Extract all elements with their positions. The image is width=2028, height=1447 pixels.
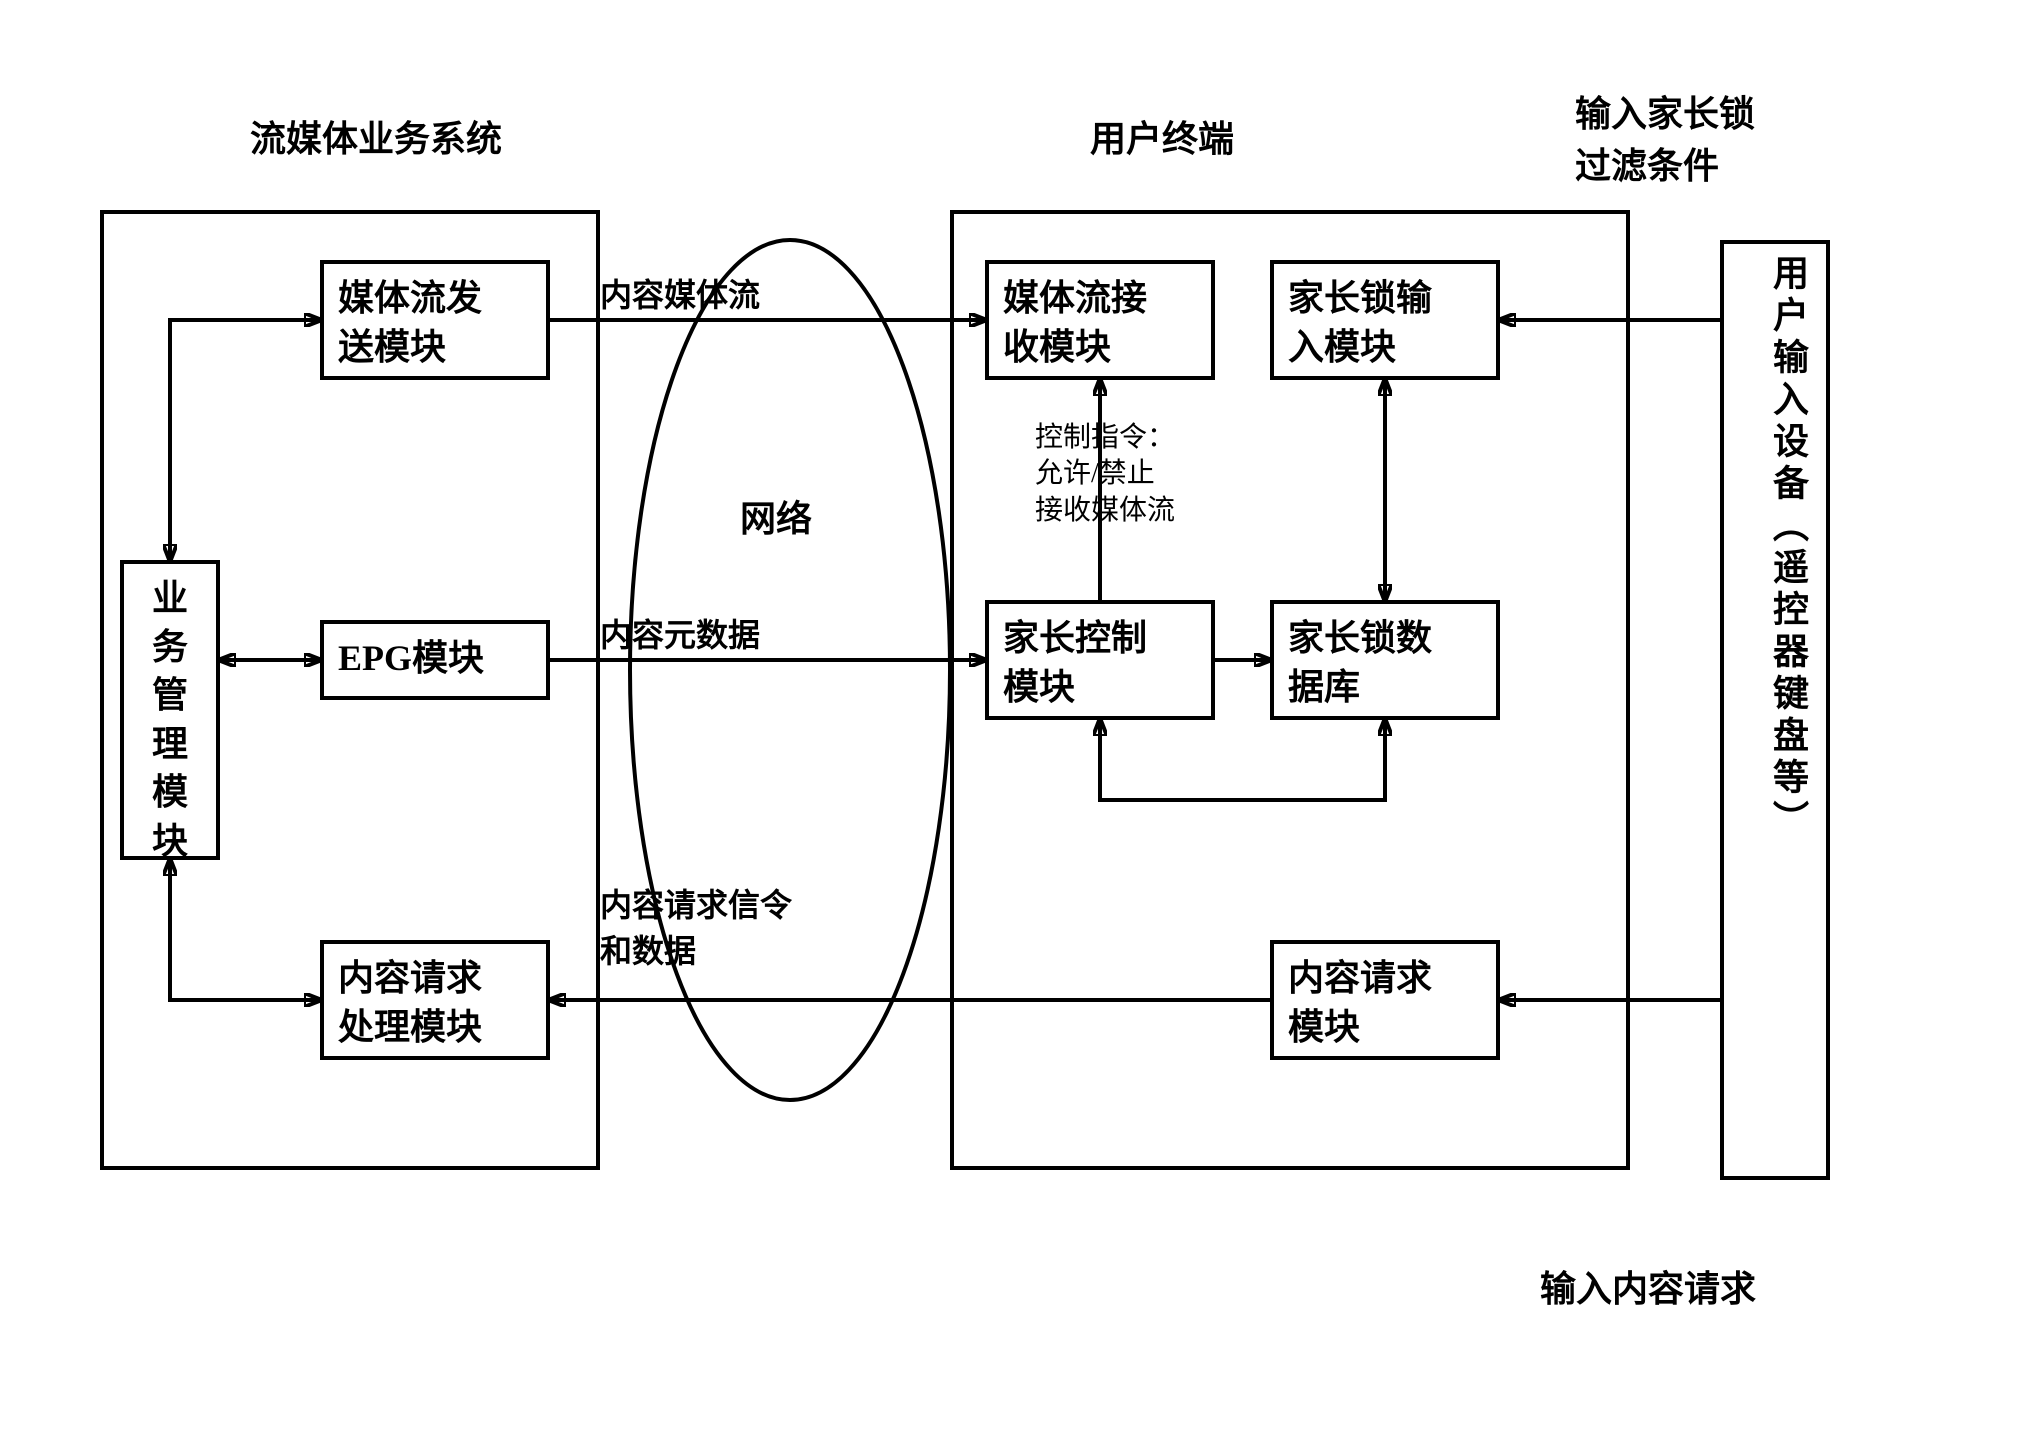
node-biz-mgmt: 业 务 管 理 模 块 — [120, 560, 220, 860]
diagram-root: 流媒体业务系统 网络 用户终端 输入家长锁 过滤条件 输入内容请求 业 务 管 … — [0, 0, 2028, 1447]
edge-label-content-media-stream: 内容媒体流 — [600, 270, 760, 316]
node-parent-lock-input: 家长锁输 入模块 — [1270, 260, 1500, 380]
node-parent-lock-db: 家长锁数 据库 — [1270, 600, 1500, 720]
edge-label-ctrl-cmd: 控制指令： 允许/禁止 接收媒体流 — [1035, 420, 1175, 529]
edge-label-content-metadata: 内容元数据 — [600, 610, 760, 656]
edge-label-content-req-signaling: 内容请求信令 和数据 — [600, 880, 792, 972]
title-input-lock-condition: 输入家长锁 过滤条件 — [1575, 85, 1755, 189]
node-media-send: 媒体流发 送模块 — [320, 260, 550, 380]
title-network: 网络 — [740, 490, 812, 542]
title-left-system: 流媒体业务系统 — [250, 110, 502, 162]
node-media-recv: 媒体流接 收模块 — [985, 260, 1215, 380]
node-content-req: 内容请求 模块 — [1270, 940, 1500, 1060]
node-epg: EPG模块 — [320, 620, 550, 700]
title-input-content-request: 输入内容请求 — [1540, 1260, 1756, 1312]
node-parent-ctrl: 家长控制 模块 — [985, 600, 1215, 720]
title-user-terminal: 用户终端 — [1090, 110, 1234, 162]
node-content-req-proc: 内容请求 处理模块 — [320, 940, 550, 1060]
node-user-input-dev: 用户输入设备（遥控器键盘等） — [1720, 240, 1830, 1180]
